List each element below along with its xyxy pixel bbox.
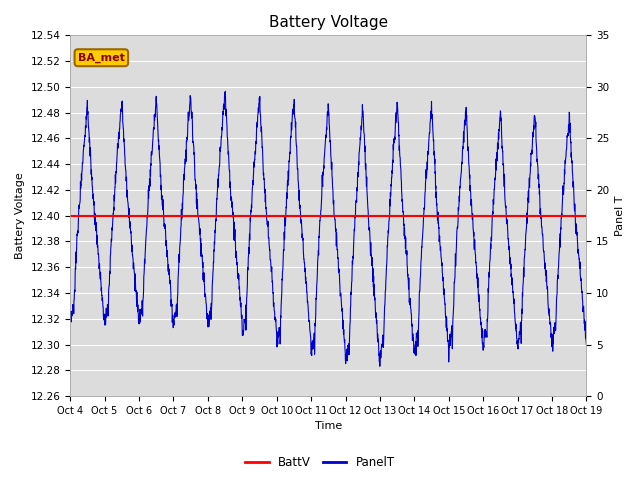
X-axis label: Time: Time xyxy=(315,421,342,432)
Title: Battery Voltage: Battery Voltage xyxy=(269,15,388,30)
Text: BA_met: BA_met xyxy=(78,53,125,63)
Legend: BattV, PanelT: BattV, PanelT xyxy=(240,452,400,474)
Y-axis label: Battery Voltage: Battery Voltage xyxy=(15,172,25,259)
Y-axis label: Panel T: Panel T xyxy=(615,195,625,236)
